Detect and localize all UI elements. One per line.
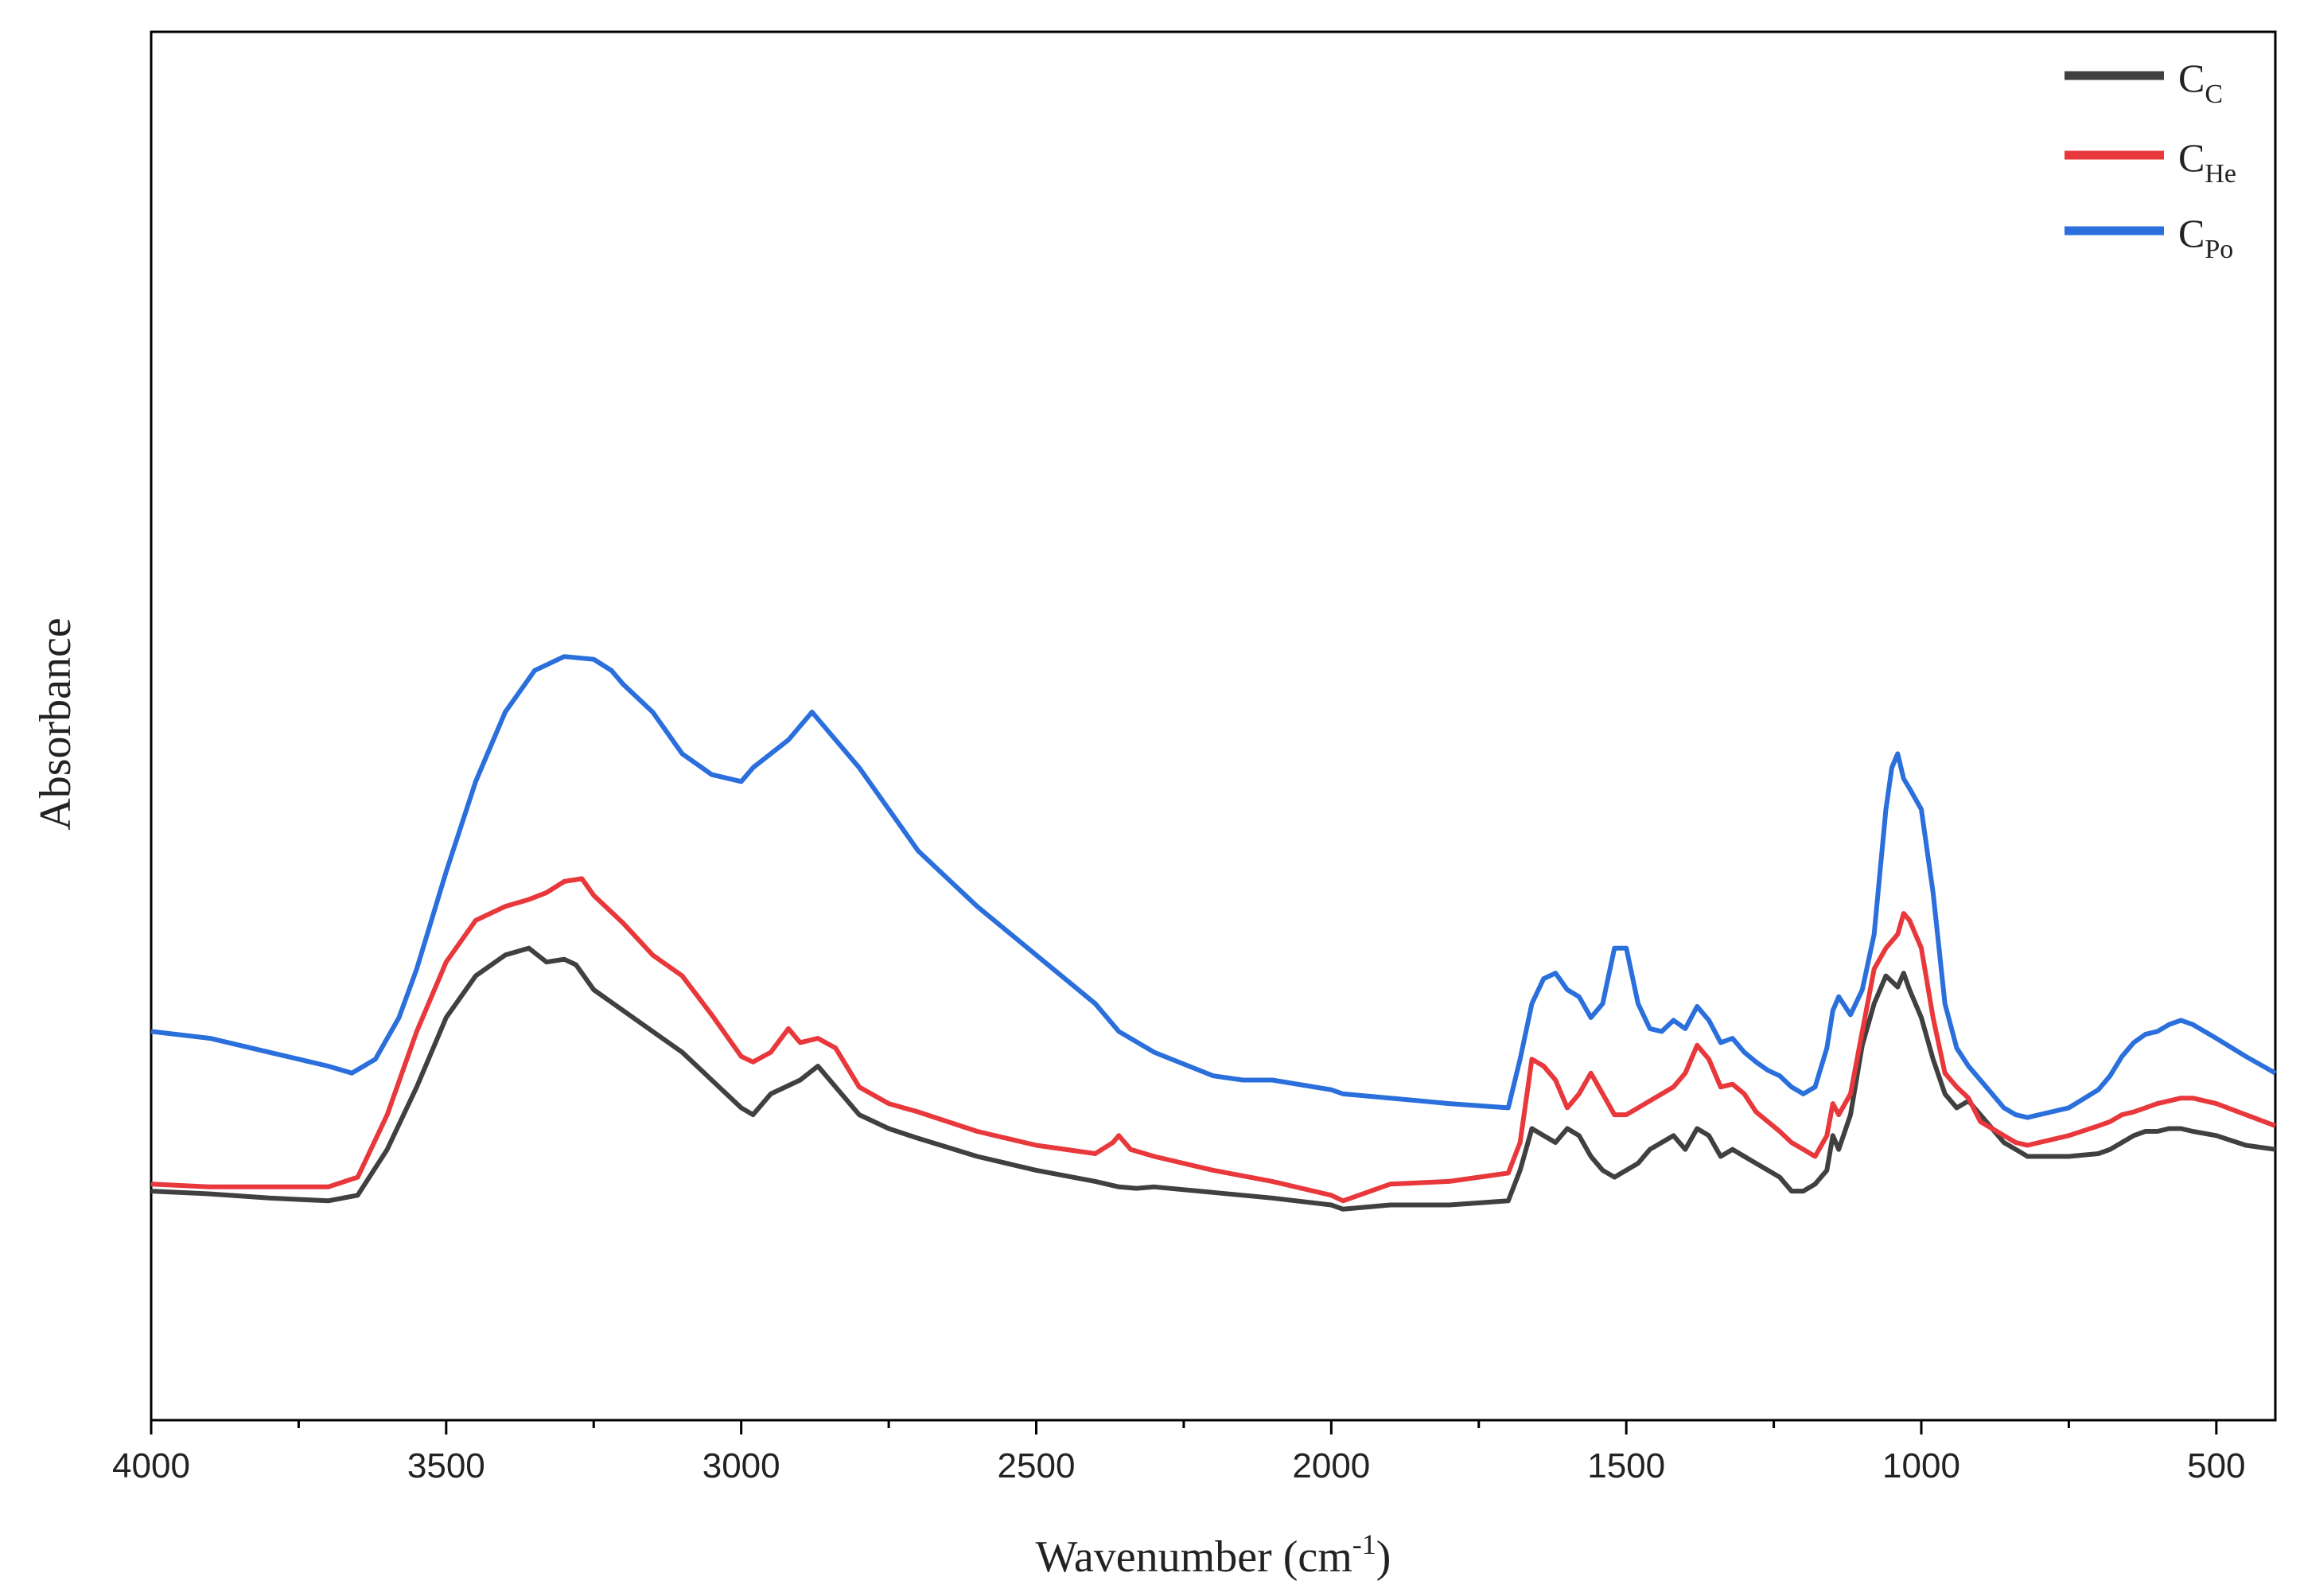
legend-label-che: CHe [2178,135,2236,189]
x-tick-label: 2500 [998,1446,1076,1485]
legend: CC CHe CPo [2065,56,2236,264]
legend-label-cpo-sub: Po [2205,235,2233,264]
x-tick-label: 3000 [702,1446,780,1485]
x-tick-label: 2000 [1292,1446,1370,1485]
x-axis-title-sup: -1 [1352,1528,1376,1560]
legend-label-cc-main: C [2178,56,2205,100]
plot-frame [150,30,2277,1422]
legend-label-che-main: C [2178,135,2205,180]
x-axis-title-main: Wavenumber (cm [1036,1532,1352,1582]
legend-label-cpo-main: C [2178,211,2205,255]
x-tick-label: 1000 [1882,1446,1960,1485]
legend-label-cc-sub: C [2205,80,2223,109]
series-line-1 [150,876,2277,1204]
x-tick-label: 4000 [112,1446,190,1485]
y-axis-title: Absorbance [31,617,80,830]
x-tick-label: 1500 [1587,1446,1665,1485]
legend-label-che-sub: He [2205,159,2236,189]
series-layer [150,654,2277,1212]
x-axis-ticks: 4000 3500 3000 2500 2000 1500 1000 500 [112,1420,2246,1485]
legend-label-cpo: CPo [2178,211,2233,264]
x-axis-title-close: ) [1376,1532,1391,1582]
series-line-2 [150,654,2277,1120]
x-tick-label: 500 [2187,1446,2245,1485]
legend-label-cc: CC [2178,56,2223,109]
x-axis-title: Wavenumber (cm-1) [1036,1528,1391,1582]
x-tick-label: 3500 [407,1446,485,1485]
